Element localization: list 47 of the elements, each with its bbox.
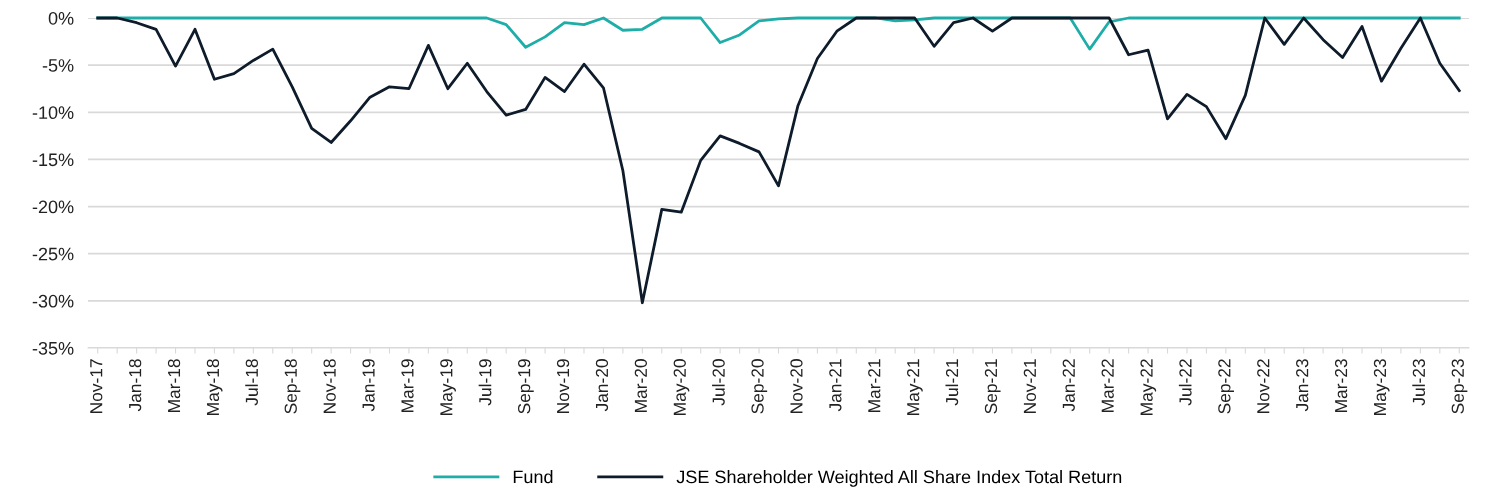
x-tick-label: Jan-21 bbox=[829, 359, 842, 412]
x-tick-label: Jan-22 bbox=[1062, 359, 1075, 412]
x-tick-label: Jan-19 bbox=[362, 359, 375, 412]
x-tick-label: Nov-19 bbox=[556, 359, 570, 413]
x-tick-label: Mar-22 bbox=[1101, 359, 1114, 412]
x-tick-label: Sep-20 bbox=[751, 359, 768, 414]
x-tick-label: Sep-23 bbox=[1451, 359, 1468, 414]
x-tick-label: Nov-20 bbox=[790, 359, 803, 413]
x-tick-label: Sep-21 bbox=[984, 359, 1001, 414]
x-tick-label: Jul-19 bbox=[478, 359, 492, 406]
x-tick-label: Jul-20 bbox=[712, 359, 725, 406]
y-tick-label: -15% bbox=[32, 153, 74, 167]
x-tick-label: May-22 bbox=[1140, 359, 1157, 415]
x-tick-label: Mar-21 bbox=[868, 359, 881, 412]
x-tick-label: Jan-20 bbox=[595, 359, 609, 412]
x-tick-label: Jul-18 bbox=[245, 359, 258, 406]
x-tick-label: Jul-23 bbox=[1412, 359, 1426, 406]
x-tick-label: Sep-22 bbox=[1218, 359, 1234, 414]
x-tick-label: Sep-18 bbox=[284, 359, 301, 414]
x-tick-label: Mar-20 bbox=[634, 359, 648, 412]
x-tick-label: Jan-18 bbox=[128, 359, 142, 412]
x-tick-label: Jan-23 bbox=[1296, 359, 1309, 412]
x-tick-label: Nov-18 bbox=[323, 359, 336, 413]
x-tick-label: Nov-21 bbox=[1023, 359, 1037, 413]
x-tick-label: May-21 bbox=[907, 359, 923, 415]
x-tick-label: Sep-19 bbox=[518, 359, 534, 414]
y-tick-label: 0% bbox=[48, 11, 74, 25]
x-tick-label: May-19 bbox=[440, 359, 456, 415]
x-tick-label: May-23 bbox=[1373, 359, 1390, 415]
y-tick-label: -35% bbox=[32, 341, 74, 355]
x-tick-label: Mar-18 bbox=[167, 359, 181, 412]
x-tick-label: May-20 bbox=[673, 359, 690, 415]
x-tick-label: May-18 bbox=[206, 359, 223, 415]
x-tick-label: Mar-23 bbox=[1334, 359, 1348, 412]
x-tick-label: Jul-22 bbox=[1178, 359, 1192, 406]
y-tick-label: -30% bbox=[32, 294, 74, 308]
x-tick-label: Nov-17 bbox=[90, 359, 103, 413]
y-tick-label: -10% bbox=[32, 106, 74, 120]
legend-label: Fund bbox=[513, 470, 553, 484]
line-series bbox=[96, 16, 1461, 305]
x-tick-label: Mar-19 bbox=[401, 359, 414, 412]
legend-label: JSE Shareholder Weighted All Share Index Total Return bbox=[676, 470, 1122, 487]
y-tick-label: -20% bbox=[32, 200, 74, 214]
x-tick-label: Jul-21 bbox=[945, 359, 959, 406]
y-tick-label: -5% bbox=[42, 59, 74, 72]
y-tick-label: -25% bbox=[32, 247, 74, 261]
x-tick-label: Nov-22 bbox=[1257, 359, 1270, 413]
